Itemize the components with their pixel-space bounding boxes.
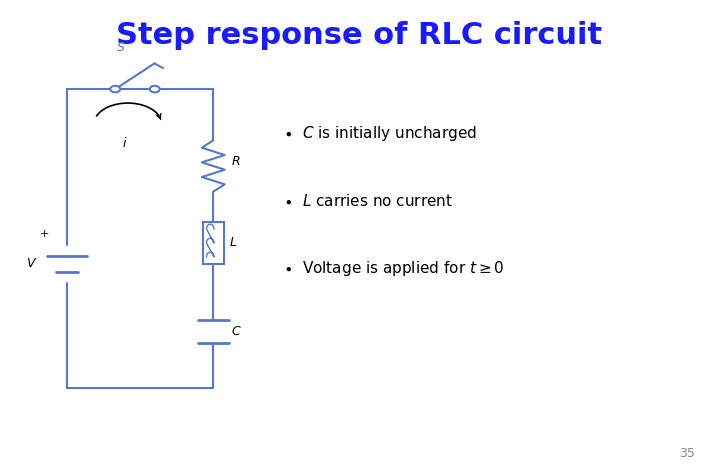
Text: Step response of RLC circuit: Step response of RLC circuit bbox=[116, 21, 603, 51]
Text: $L$ carries no current: $L$ carries no current bbox=[303, 193, 454, 209]
Text: S: S bbox=[116, 41, 124, 54]
Circle shape bbox=[150, 86, 160, 93]
Text: $L$: $L$ bbox=[229, 236, 237, 250]
Text: $C$ is initially uncharged: $C$ is initially uncharged bbox=[303, 124, 477, 143]
Text: $\bullet$: $\bullet$ bbox=[283, 194, 292, 209]
Text: +: + bbox=[40, 228, 49, 239]
Text: $C$: $C$ bbox=[231, 325, 242, 338]
Text: $\bullet$: $\bullet$ bbox=[283, 126, 292, 141]
Text: $V$: $V$ bbox=[26, 258, 37, 270]
FancyBboxPatch shape bbox=[203, 222, 224, 264]
Circle shape bbox=[110, 86, 120, 93]
Text: 35: 35 bbox=[679, 447, 695, 460]
Text: Voltage is applied for $t \geq 0$: Voltage is applied for $t \geq 0$ bbox=[303, 259, 505, 278]
Text: $i$: $i$ bbox=[122, 136, 127, 150]
Text: $\bullet$: $\bullet$ bbox=[283, 261, 292, 276]
Text: $R$: $R$ bbox=[231, 155, 241, 168]
